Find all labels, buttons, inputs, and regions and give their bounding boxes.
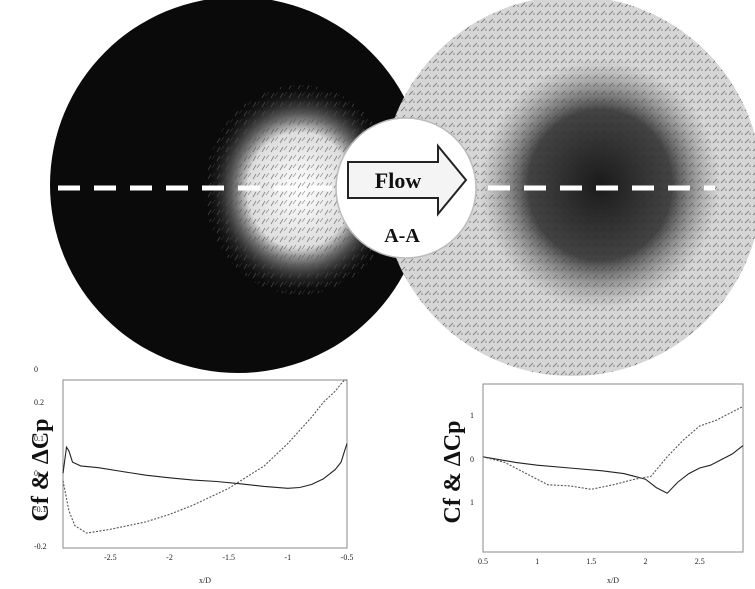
left-xtick: -2.5 [104, 553, 117, 562]
right-ytick: 0 [470, 455, 474, 464]
right-ytick: 1 [470, 411, 474, 420]
right-plot-frame [482, 383, 744, 553]
left-ytick: -0.2 [34, 542, 47, 551]
left-ytick: 0.2 [34, 398, 44, 407]
right-series-dotted-line [482, 405, 744, 490]
left-ytick: -0.1 [34, 505, 47, 514]
right-chart: Cf & ΔCp 1 0 1 0.5 1 1.5 2 2.5 x/D [440, 383, 744, 585]
left-xlabel: x/D [199, 576, 211, 585]
left-xtick: -2 [166, 553, 173, 562]
right-ytick: 1 [470, 498, 474, 507]
right-series-solid-line [482, 445, 744, 494]
right-disk-dark-region [480, 60, 720, 310]
right-ylabel: Cf & ΔCp [440, 420, 466, 523]
left-xtick: -1.5 [222, 553, 235, 562]
section-label: A-A [384, 225, 420, 247]
left-plot-frame [62, 379, 348, 549]
left-ylabel: Cf & ΔCp [28, 418, 54, 521]
left-ytick: 0 [34, 469, 38, 478]
flow-label: Flow [375, 168, 422, 193]
left-flow-disk [50, 0, 426, 373]
right-xlabel: x/D [607, 576, 619, 585]
right-yticks: 1 0 1 [470, 411, 474, 507]
right-xtick: 1 [535, 557, 539, 566]
left-chart: Cf & ΔCp 0 0.2 0.1 0 -0.1 -0.2 -2.5 -2 -1.… [28, 365, 353, 585]
right-xtick: 1.5 [586, 557, 596, 566]
left-xticks: -2.5 -2 -1.5 -1 -0.5 [104, 553, 353, 562]
flow-badge: Flow A-A [335, 117, 477, 259]
right-xticks: 0.5 1 1.5 2 2.5 [478, 557, 705, 566]
left-series-dotted-line [62, 379, 347, 534]
left-series-solid-line [62, 443, 348, 489]
left-ytick: 0.1 [34, 434, 44, 443]
right-flow-disk [382, 0, 755, 376]
flow-arrow-icon [347, 143, 468, 217]
left-xtick: -1 [284, 553, 291, 562]
left-series-group [62, 379, 348, 534]
left-yticks: 0 0.2 0.1 0 -0.1 -0.2 [34, 365, 47, 551]
right-series-group [482, 405, 744, 494]
left-xtick: -0.5 [341, 553, 354, 562]
left-ytick: 0 [34, 365, 38, 374]
right-xtick: 2 [644, 557, 648, 566]
right-xtick: 2.5 [695, 557, 705, 566]
right-xtick: 0.5 [478, 557, 488, 566]
